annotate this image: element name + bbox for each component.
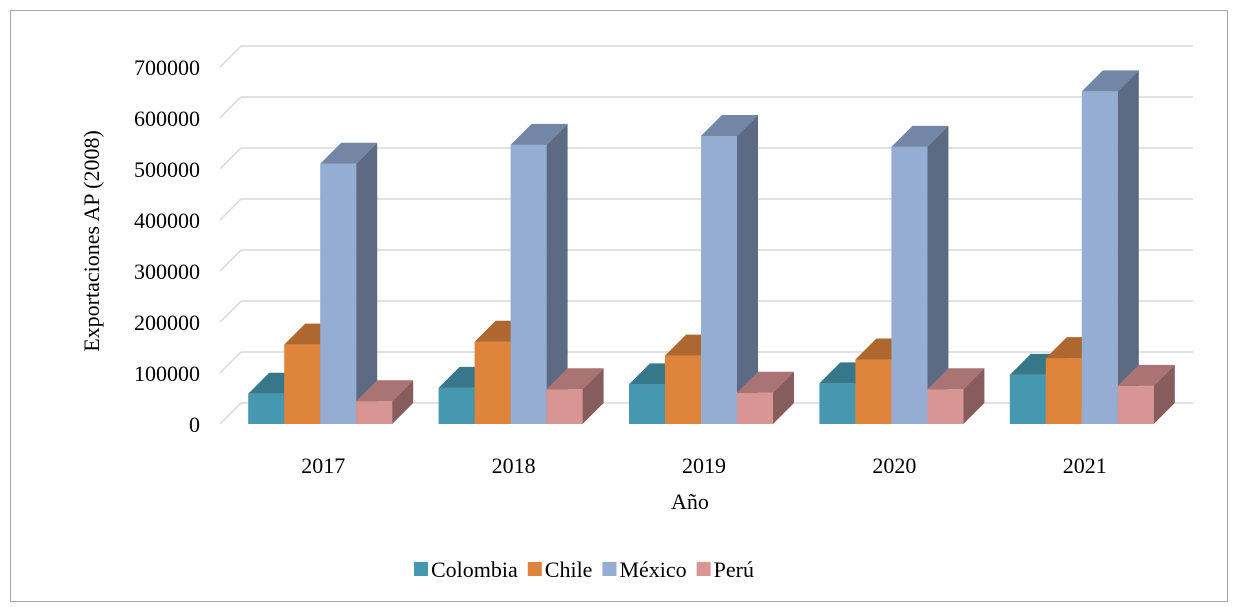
- gridline-side: [219, 249, 242, 272]
- bar-front: [891, 146, 928, 424]
- bar-méxico-2020: [891, 125, 949, 424]
- y-tick-label: 0: [189, 412, 200, 437]
- bar-top: [737, 371, 794, 393]
- bar-méxico-2021: [1081, 70, 1139, 424]
- gridline-side: [219, 147, 242, 170]
- x-tick-label: 2019: [682, 453, 726, 478]
- bar-top: [510, 123, 568, 145]
- bar-top: [891, 125, 949, 147]
- bar-front: [474, 341, 511, 424]
- bar-perú-2018: [546, 368, 604, 424]
- legend-swatch: [696, 562, 711, 576]
- bar-front: [284, 344, 321, 424]
- x-tick-label: 2020: [872, 453, 916, 478]
- legend-item-chile: Chile: [527, 557, 593, 582]
- bar-front: [356, 401, 393, 424]
- legend-label: México: [619, 557, 686, 582]
- bar-front: [546, 389, 583, 424]
- bar-front: [1117, 385, 1154, 424]
- bar-top: [1117, 364, 1175, 386]
- y-tick-label: 400000: [134, 208, 200, 233]
- bar-side: [963, 368, 985, 424]
- y-tick-label: 600000: [134, 106, 200, 131]
- bar-méxico-2017: [320, 142, 378, 424]
- y-axis-ticks: 0 100000 200000 300000 400000 500000 600000 700…: [134, 55, 200, 437]
- bars: [248, 70, 1175, 425]
- bar-perú-2019: [737, 371, 794, 424]
- bar-top: [320, 142, 378, 164]
- gridline-side: [219, 198, 242, 221]
- legend: Colombia Chile México Perú: [414, 557, 754, 582]
- bar-top: [546, 368, 604, 390]
- bar-top: [1081, 70, 1139, 92]
- y-tick-label: 300000: [134, 259, 200, 284]
- legend-swatch: [602, 562, 617, 576]
- bar-front: [438, 387, 475, 424]
- y-tick-label: 200000: [134, 310, 200, 335]
- x-tick-label: 2018: [492, 453, 536, 478]
- bar-side: [737, 114, 758, 425]
- bar-front: [737, 392, 773, 424]
- legend-item-perú: Perú: [696, 557, 754, 582]
- bar-side: [582, 368, 604, 424]
- bar-top: [927, 368, 985, 390]
- legend-label: Colombia: [431, 557, 518, 582]
- x-axis-title: Año: [671, 489, 709, 514]
- gridline-side: [219, 300, 242, 323]
- x-tick-label: 2017: [301, 453, 345, 478]
- bar-front: [927, 389, 964, 424]
- bar-side: [392, 380, 414, 424]
- bar-side: [546, 123, 568, 425]
- gridline-side: [219, 402, 242, 425]
- bar-front: [701, 135, 737, 425]
- bar-méxico-2018: [510, 123, 568, 425]
- x-axis-ticks: 2017 2018 2019 2020 2021: [301, 453, 1107, 478]
- gridline-side: [219, 45, 242, 68]
- bar-side: [1117, 70, 1139, 424]
- legend-item-colombia: Colombia: [414, 557, 518, 582]
- y-tick-label: 100000: [134, 361, 200, 386]
- x-tick-label: 2021: [1063, 453, 1107, 478]
- bar-front: [248, 393, 285, 424]
- legend-label: Perú: [714, 557, 754, 582]
- legend-swatch: [527, 562, 542, 576]
- legend-item-méxico: México: [602, 557, 687, 582]
- bar-perú-2017: [356, 380, 414, 424]
- bar-top: [356, 380, 414, 402]
- bar-front: [1045, 358, 1082, 424]
- gridline-side: [219, 351, 242, 374]
- bar-front: [855, 359, 892, 424]
- bar-front: [629, 384, 665, 424]
- bar-front: [819, 383, 856, 424]
- y-tick-label: 500000: [134, 157, 200, 182]
- bar-side: [356, 142, 378, 424]
- y-tick-label: 700000: [134, 55, 200, 80]
- bar-perú-2021: [1117, 364, 1175, 424]
- y-axis-title: Exportaciones AP (2008): [79, 130, 104, 352]
- bar-front: [320, 163, 357, 424]
- bar-side: [773, 371, 794, 424]
- bar-side: [927, 125, 949, 424]
- bar-front: [1009, 374, 1046, 424]
- chart-frame: [10, 10, 1228, 602]
- gridline-side: [219, 96, 242, 119]
- bar-front: [665, 355, 701, 424]
- bar-side: [1153, 364, 1175, 424]
- bar-perú-2020: [927, 368, 985, 424]
- legend-swatch: [414, 562, 428, 576]
- legend-label: Chile: [545, 557, 593, 582]
- bar-méxico-2019: [701, 114, 758, 425]
- bar-top: [701, 114, 758, 136]
- bar-front: [510, 144, 547, 425]
- bar-front: [1081, 91, 1118, 424]
